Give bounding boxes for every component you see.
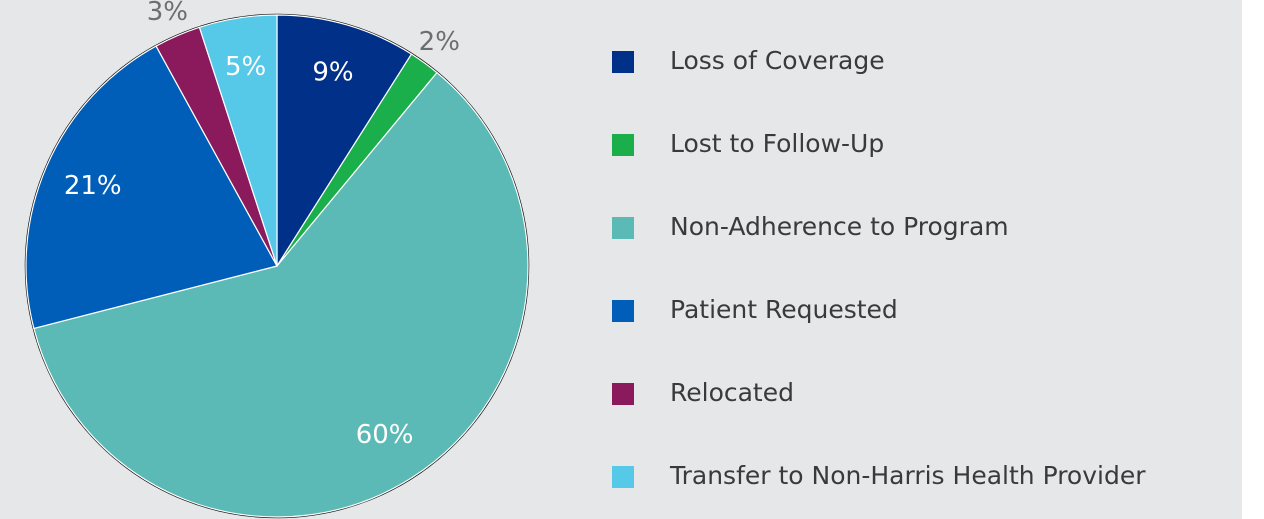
legend-swatch xyxy=(612,134,634,156)
slice-label: 9% xyxy=(312,58,353,88)
slice-label: 21% xyxy=(64,171,122,201)
legend-swatch xyxy=(612,466,634,488)
legend-swatch xyxy=(612,51,634,73)
pie-slice xyxy=(276,14,413,269)
pie-slice xyxy=(33,71,529,518)
slice-label: 5% xyxy=(225,52,266,82)
slice-label: 60% xyxy=(356,420,414,450)
legend-label: Transfer to Non-Harris Health Provider xyxy=(669,461,1146,490)
pie-slice xyxy=(25,45,278,330)
slice-label: 2% xyxy=(419,27,460,57)
legend-swatch xyxy=(612,383,634,405)
legend-label: Loss of Coverage xyxy=(670,46,885,75)
legend-label: Patient Requested xyxy=(670,295,898,324)
slice-label: 3% xyxy=(147,0,188,27)
legend-swatch xyxy=(612,300,634,322)
pie-slice xyxy=(198,14,278,267)
legend-label: Relocated xyxy=(670,378,794,407)
legend-swatch xyxy=(612,217,634,239)
legend-label: Non-Adherence to Program xyxy=(670,212,1009,241)
legend-label: Lost to Follow-Up xyxy=(670,129,884,158)
